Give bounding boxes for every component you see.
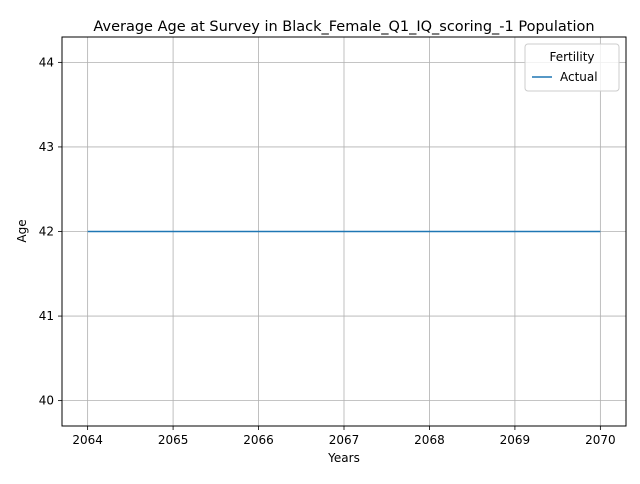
legend-box [524, 43, 620, 92]
chart-title: Average Age at Survey in Black_Female_Q1… [93, 19, 594, 35]
y-tick-label: 42 [39, 225, 54, 239]
y-tick-label: 44 [39, 55, 54, 69]
y-axis-label: Age [15, 219, 29, 242]
legend: Fertility Actual [524, 43, 620, 92]
y-tick-label: 43 [39, 140, 54, 154]
x-tick-label: 2070 [585, 433, 616, 447]
legend-title: Fertility [549, 50, 594, 64]
y-tick-label: 40 [39, 394, 54, 408]
x-tick-label: 2065 [158, 433, 189, 447]
y-tick-label: 41 [39, 309, 54, 323]
y-axis-ticks: 40 41 42 43 44 [39, 55, 62, 408]
x-tick-label: 2068 [414, 433, 445, 447]
x-tick-label: 2069 [500, 433, 531, 447]
x-axis-ticks: 2064 2065 2066 2067 2068 2069 2070 [72, 426, 616, 447]
x-tick-label: 2066 [243, 433, 274, 447]
x-tick-label: 2064 [72, 433, 103, 447]
x-axis-label: Years [327, 451, 360, 465]
legend-label-actual: Actual [560, 70, 598, 84]
x-tick-label: 2067 [329, 433, 360, 447]
